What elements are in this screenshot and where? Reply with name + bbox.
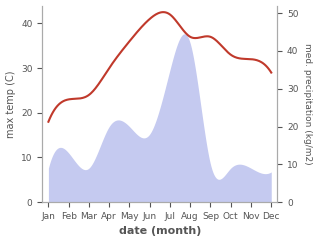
Y-axis label: max temp (C): max temp (C) — [5, 70, 16, 138]
X-axis label: date (month): date (month) — [119, 227, 201, 236]
Y-axis label: med. precipitation (kg/m2): med. precipitation (kg/m2) — [303, 43, 313, 165]
